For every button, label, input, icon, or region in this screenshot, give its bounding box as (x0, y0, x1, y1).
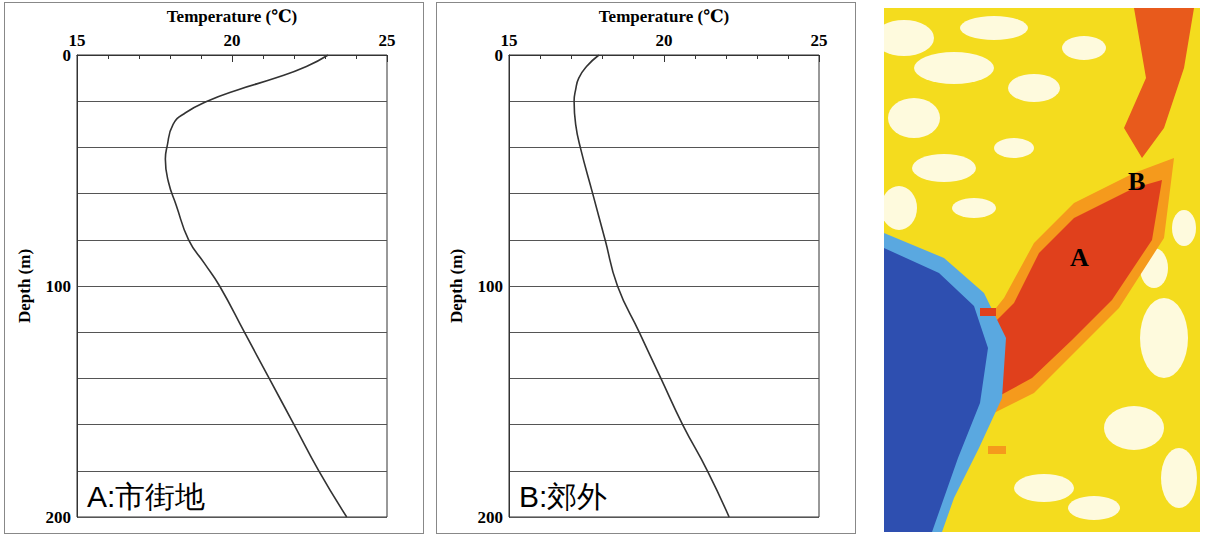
svg-text:20: 20 (224, 31, 241, 50)
svg-text:B:郊外: B:郊外 (519, 480, 607, 513)
svg-text:A:市街地: A:市街地 (87, 480, 205, 513)
svg-text:Temperature (℃): Temperature (℃) (599, 7, 729, 26)
svg-text:Depth (m): Depth (m) (15, 249, 34, 323)
svg-text:15: 15 (501, 31, 518, 50)
svg-text:15: 15 (69, 31, 86, 50)
svg-text:Depth (m): Depth (m) (447, 249, 466, 323)
svg-text:25: 25 (379, 31, 396, 50)
svg-text:Temperature (℃): Temperature (℃) (167, 7, 297, 26)
svg-text:25: 25 (811, 31, 828, 50)
svg-text:100: 100 (46, 277, 72, 296)
svg-text:20: 20 (656, 31, 673, 50)
svg-text:100: 100 (478, 277, 504, 296)
svg-text:B: B (1128, 167, 1145, 196)
svg-text:200: 200 (478, 508, 504, 527)
svg-text:0: 0 (494, 45, 503, 65)
svg-text:0: 0 (62, 45, 71, 65)
svg-text:200: 200 (46, 508, 72, 527)
svg-text:A: A (1070, 243, 1089, 272)
